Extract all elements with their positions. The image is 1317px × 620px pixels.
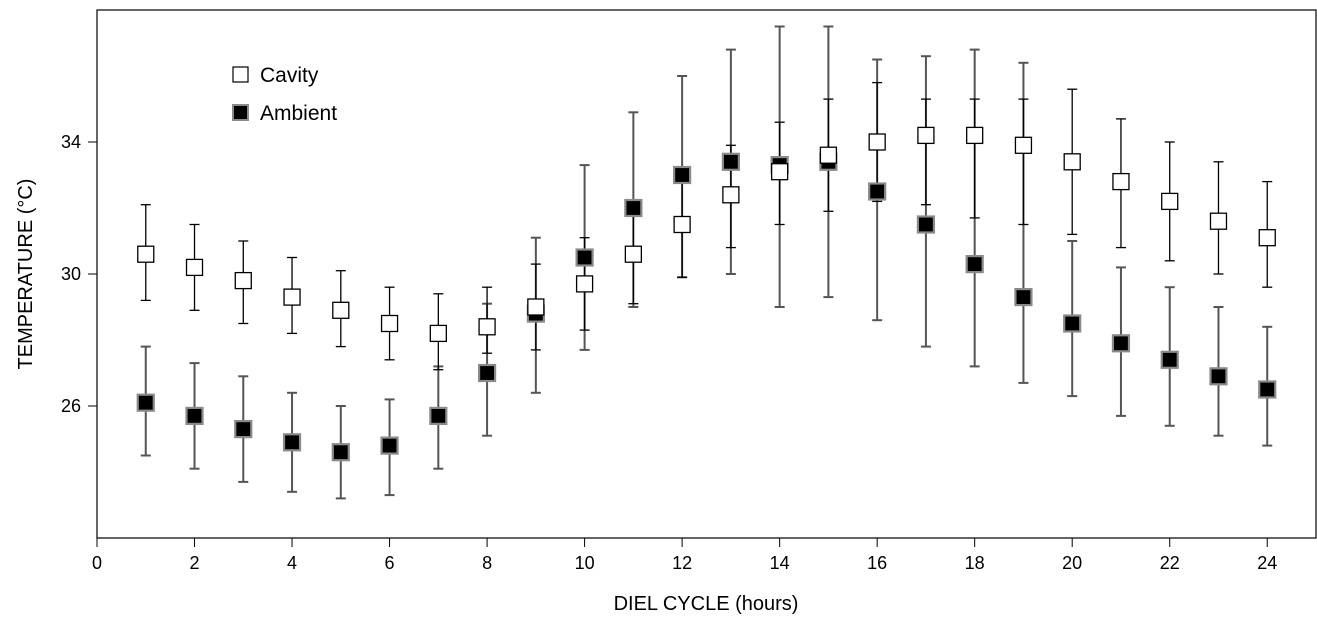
cavity-point: [137, 245, 155, 263]
data-markers: [136, 126, 1277, 462]
ambient-point: [721, 152, 740, 171]
x-tick-label: 16: [867, 553, 887, 573]
ambient-point: [1258, 380, 1277, 399]
ambient-point: [673, 165, 692, 185]
x-tick-label: 8: [482, 553, 492, 573]
cavity-point: [722, 186, 740, 204]
ambient-point: [331, 443, 350, 462]
x-tick-label: 2: [190, 553, 200, 573]
x-tick-label: 18: [965, 553, 985, 573]
cavity-point: [966, 126, 984, 145]
cavity-point: [527, 298, 545, 316]
cavity-point: [819, 146, 838, 164]
ambient-point: [380, 436, 399, 455]
ambient-point: [916, 215, 936, 234]
x-tick-label: 12: [672, 553, 692, 573]
x-tick-label: 10: [575, 553, 595, 573]
legend: Cavity Ambient: [232, 64, 337, 125]
y-axis-title: TEMPERATURE (°C): [15, 179, 37, 370]
x-tick-label: 6: [385, 553, 395, 573]
legend-cavity-label: Cavity: [260, 64, 319, 87]
cavity-point: [575, 275, 594, 293]
cavity-point: [380, 314, 399, 333]
cavity-point: [917, 126, 935, 145]
x-tick-label: 14: [770, 553, 790, 573]
cavity-point: [868, 133, 886, 151]
ambient-point: [965, 255, 984, 274]
cavity-point: [1161, 192, 1179, 211]
plot-frame: [96, 9, 1317, 539]
x-tick-label: 20: [1062, 553, 1082, 573]
cavity-point: [185, 258, 204, 277]
y-axis-ticks: 26 30 34: [61, 132, 97, 416]
cavity-point: [673, 215, 691, 234]
ambient-point: [868, 182, 887, 201]
x-axis-title: DIEL CYCLE (hours): [614, 593, 799, 615]
cavity-point: [283, 288, 301, 306]
cavity-point: [234, 271, 252, 290]
cavity-point: [429, 324, 447, 343]
ambient-point: [1111, 334, 1131, 353]
cavity-point: [624, 245, 643, 263]
x-tick-label: 4: [287, 553, 297, 573]
ambient-point: [624, 198, 643, 218]
cavity-point: [478, 318, 496, 336]
error-bars: [140, 25, 1273, 500]
x-tick-label: 22: [1160, 553, 1180, 573]
ambient-point: [1014, 288, 1033, 307]
ambient-point: [575, 248, 594, 267]
ambient-point: [1209, 367, 1228, 386]
ambient-point: [282, 433, 302, 452]
y-tick-label: 30: [61, 264, 81, 284]
legend-cavity-marker: [232, 66, 249, 83]
ambient-point: [429, 406, 448, 425]
ambient-point: [477, 363, 497, 383]
cavity-point: [770, 163, 789, 181]
x-axis-ticks: 0 2 4 6 8 10 12 14 16 18 20 22 24: [92, 538, 1277, 573]
cavity-point: [1014, 136, 1033, 154]
y-tick-label: 26: [61, 396, 81, 416]
x-tick-label: 24: [1257, 553, 1277, 573]
y-tick-label: 34: [61, 132, 81, 152]
legend-ambient-marker: [232, 104, 249, 121]
ambient-point: [1160, 350, 1179, 369]
cavity-point: [1209, 212, 1228, 230]
cavity-point: [1112, 172, 1130, 191]
ambient-point: [136, 393, 155, 412]
cavity-point: [1063, 153, 1081, 171]
ambient-point: [185, 406, 204, 425]
ambient-point: [1063, 314, 1082, 333]
cavity-point: [1258, 229, 1276, 247]
ambient-point: [234, 420, 253, 439]
x-tick-label: 0: [92, 553, 102, 573]
cavity-point: [332, 301, 350, 319]
legend-ambient-label: Ambient: [260, 102, 337, 125]
